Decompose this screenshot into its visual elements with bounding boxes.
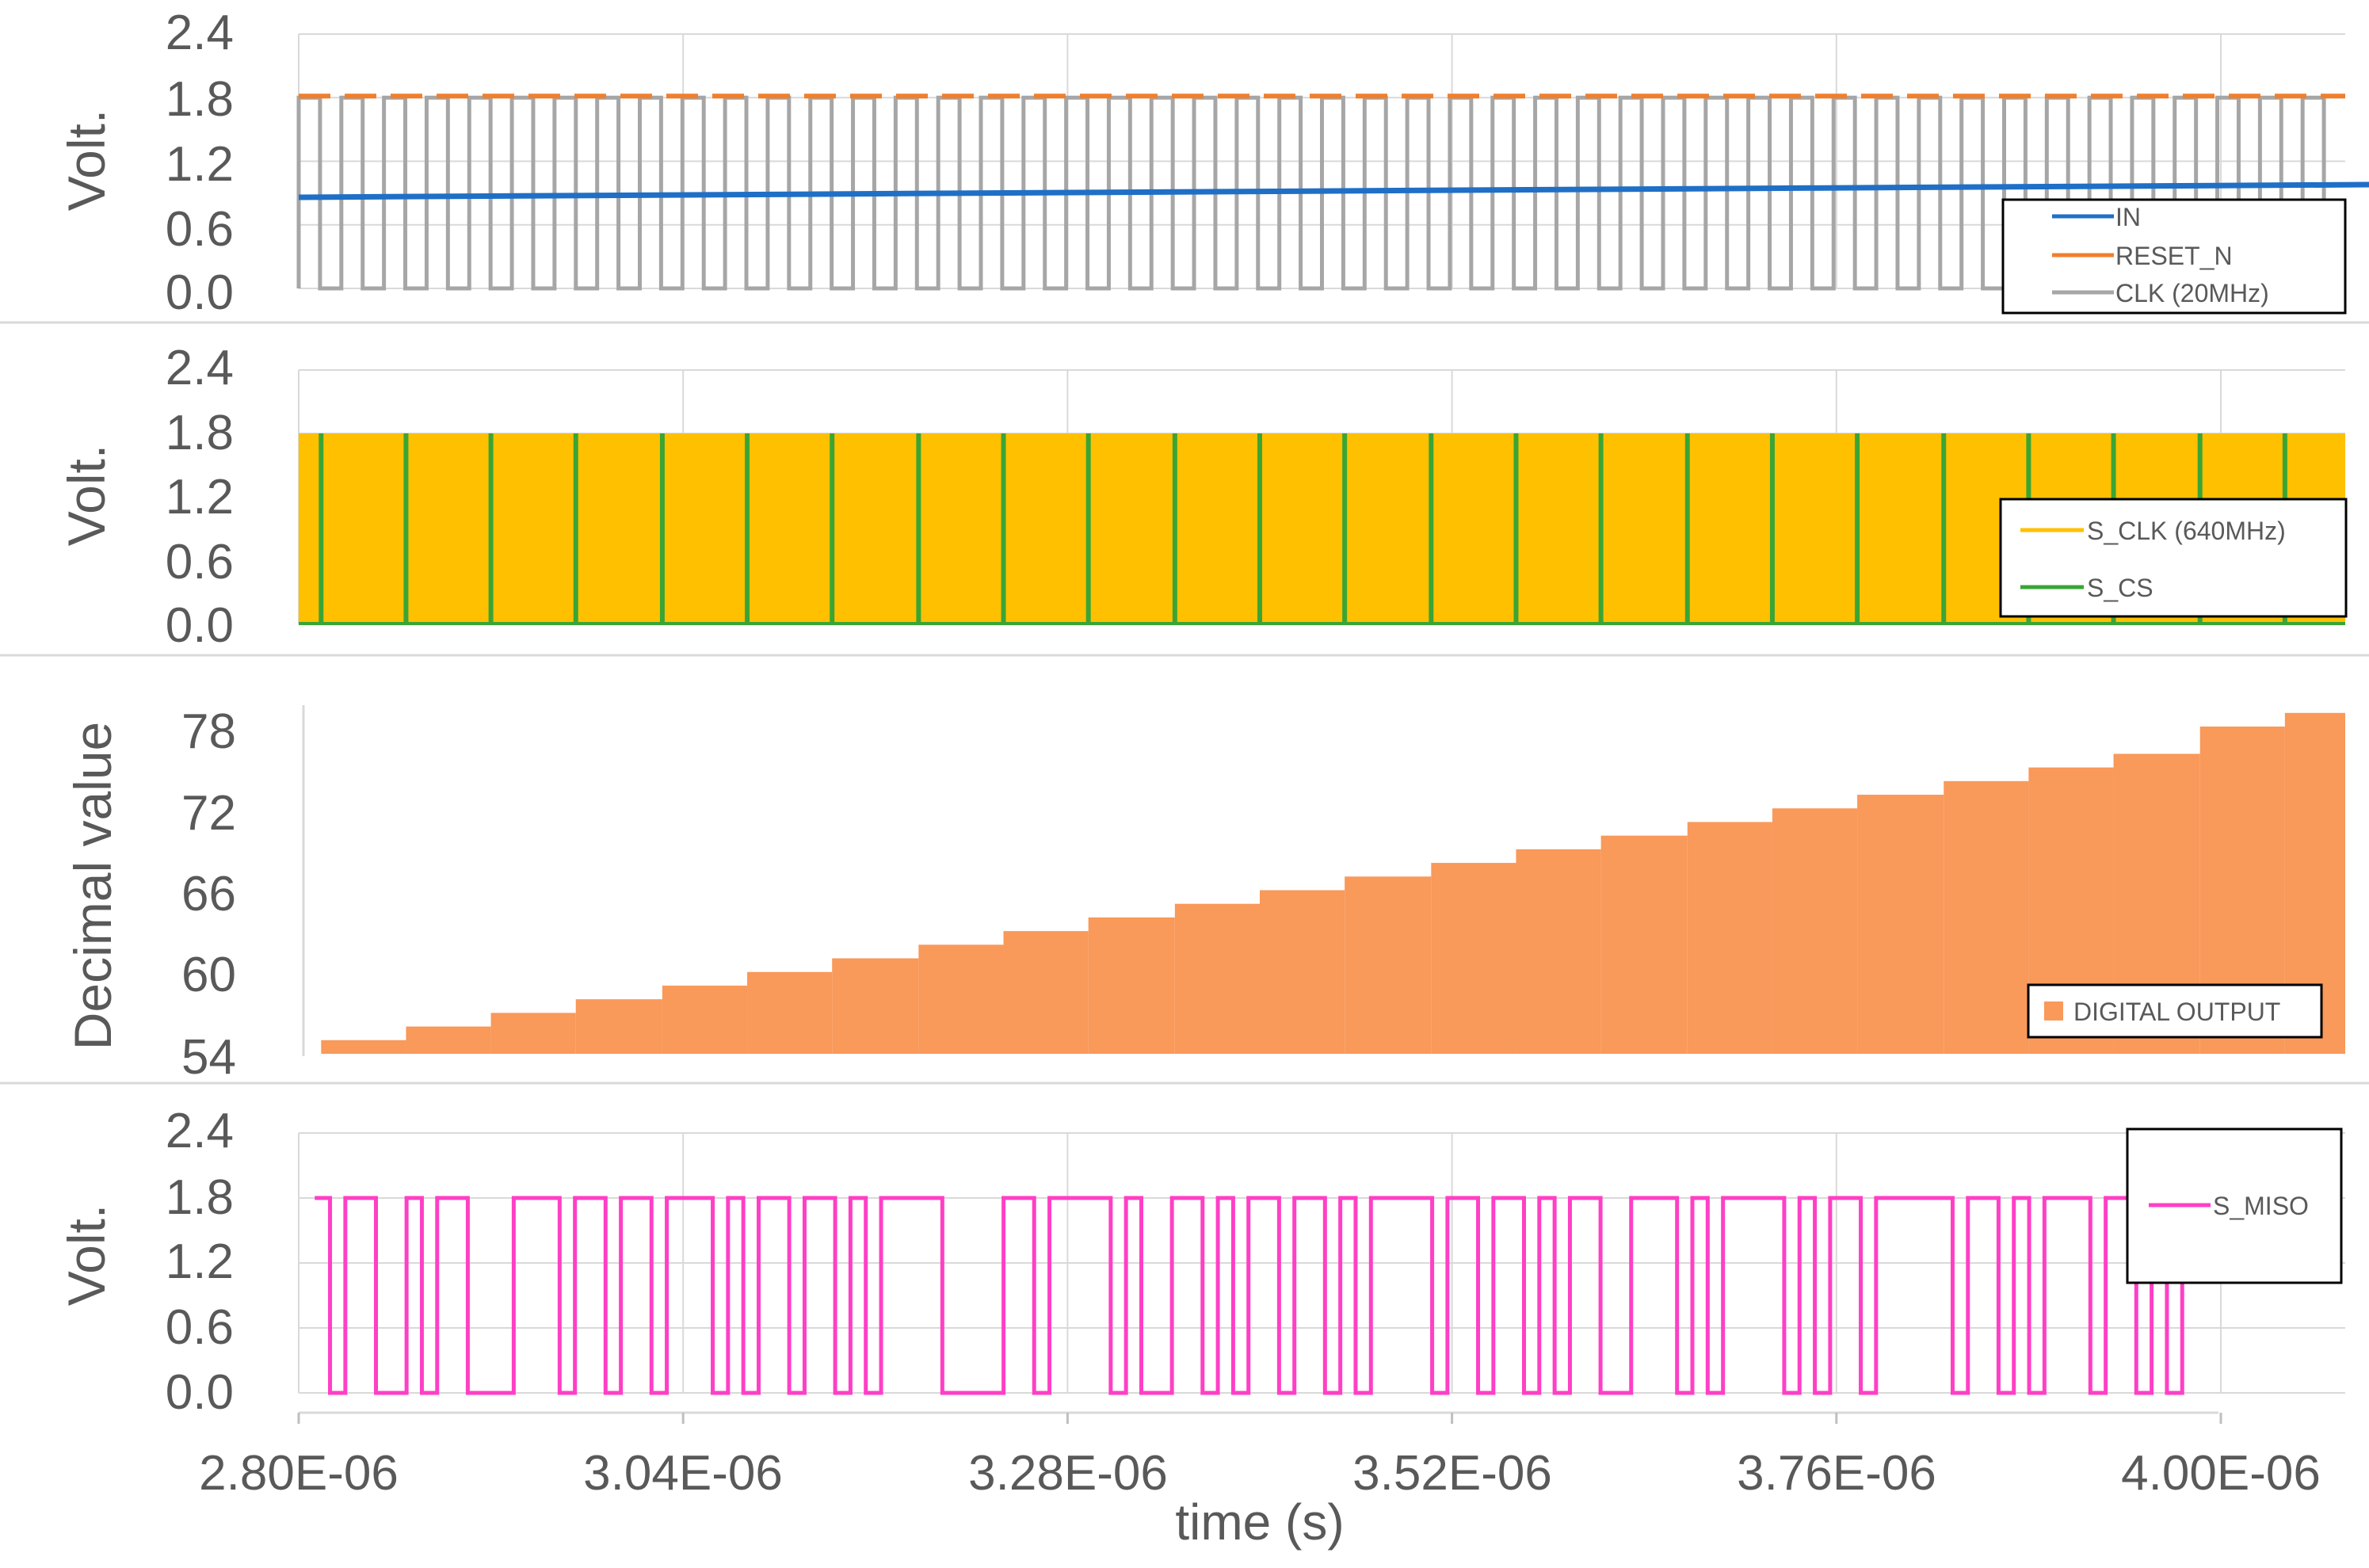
x-tick-label: 3.04E-06 [583,1446,783,1501]
x-tick-label: 3.52E-06 [1352,1446,1552,1501]
digital-output-step [662,985,748,1054]
y-tick-label: 66 [181,867,236,921]
y-tick-label: 1.2 [166,1234,234,1289]
y-tick-label: 1.8 [166,72,234,127]
legend-label-digital-output: DIGITAL OUTPUT [2073,998,2280,1026]
legend-box [2126,1127,2343,1284]
x-tick-marks [297,1413,2222,1424]
digital-output-step [1857,795,1944,1054]
x-tick-label: 4.00E-06 [2121,1446,2321,1501]
legend-label-in: IN [2115,203,2141,231]
y-tick-label: 60 [181,948,236,1002]
panel-1-y-axis-label: Volt. [57,109,116,211]
panel-separators [0,321,2369,1085]
y-tick-label: 0.6 [166,202,234,257]
panel-3-legend: DIGITAL OUTPUT [2027,983,2323,1039]
panel-3-series [321,712,2345,1054]
digital-output-step [1431,863,1516,1054]
digital-output-step [321,1040,406,1054]
y-tick-label: 1.8 [166,1170,234,1225]
panel-2-y-ticks: 2.4 1.8 1.2 0.6 0.0 [166,341,234,653]
panel-4-legend: S_MISO [2126,1127,2343,1284]
x-tick-label: 3.76E-06 [1737,1446,1936,1501]
series-in-line [298,181,2369,200]
digital-output-step [1772,808,1858,1054]
legend-label-s-clk: S_CLK (640MHz) [2087,517,2286,545]
digital-output-step [575,999,662,1054]
legend-label-reset-n: RESET_N [2115,242,2233,270]
panel-4-y-ticks: 2.4 1.8 1.2 0.6 0.0 [166,1104,234,1420]
series-s-miso-line [315,1196,2213,1395]
x-axis: 2.80E-06 3.04E-06 3.28E-06 3.52E-06 3.76… [199,1411,2321,1551]
x-tick-label: 2.80E-06 [199,1446,399,1501]
y-tick-label: 0.6 [166,1300,234,1355]
y-tick-label: 0.6 [166,535,234,589]
y-tick-label: 78 [181,704,236,759]
digital-output-step [1687,822,1772,1054]
legend-label-s-miso: S_MISO [2213,1192,2309,1220]
digital-output-step [1345,876,1432,1054]
digital-output-step [747,971,833,1054]
digital-output-step [1516,849,1601,1054]
x-tick-label: 3.28E-06 [968,1446,1168,1501]
y-tick-label: 0.0 [166,598,234,653]
y-tick-label: 1.8 [166,406,234,460]
legend-box [1999,498,2348,618]
y-tick-label: 72 [181,786,236,841]
y-tick-label: 1.2 [166,137,234,192]
panel-3-y-ticks: 78 72 66 60 54 [181,704,236,1085]
x-axis-title: time (s) [1175,1494,1344,1551]
y-tick-label: 54 [181,1030,236,1085]
panel-4-miso: 2.4 1.8 1.2 0.6 0.0 Volt. S_MISO [57,1104,2345,1420]
legend-label-s-cs: S_CS [2087,574,2153,602]
digital-output-step [1088,917,1175,1054]
digital-output-step [406,1026,491,1054]
panel-3-y-axis-label: Decimal value [63,722,122,1051]
legend-label-clk: CLK (20MHz) [2115,279,2269,307]
digital-output-step [832,958,919,1054]
panel-2-legend: S_CLK (640MHz) S_CS [1999,498,2348,618]
panel-2-y-axis-label: Volt. [57,444,116,546]
digital-output-step [490,1013,576,1054]
digital-output-step [918,944,1004,1054]
digital-output-step [1003,931,1089,1054]
panel-1-y-ticks: 2.4 1.8 1.2 0.6 0.0 [166,6,234,320]
panel-1-voltage: 2.4 1.8 1.2 0.6 0.0 Volt. IN RESET_N CLK… [57,6,2369,320]
digital-output-step [1944,780,2029,1054]
panel-2-serial-clock: 2.4 1.8 1.2 0.6 0.0 Volt. S_CLK (640MHz)… [57,341,2348,653]
panel-4-series [315,1196,2213,1395]
panel-3-digital-output: 78 72 66 60 54 Decimal value DIGITAL OUT… [63,704,2345,1085]
y-tick-label: 1.2 [166,470,234,525]
y-tick-label: 2.4 [166,6,234,60]
y-tick-label: 0.0 [166,265,234,320]
panel-4-y-axis-label: Volt. [57,1204,116,1306]
legend-box [2027,983,2323,1039]
digital-output-step [1174,903,1260,1054]
digital-output-step [1260,890,1345,1054]
panel-1-legend: IN RESET_N CLK (20MHz) [2001,198,2347,315]
y-tick-label: 2.4 [166,341,234,395]
digital-output-step [1600,835,1688,1054]
y-tick-label: 2.4 [166,1104,234,1158]
legend-swatch-digital-output [2044,1001,2063,1021]
y-tick-label: 0.0 [166,1365,234,1420]
